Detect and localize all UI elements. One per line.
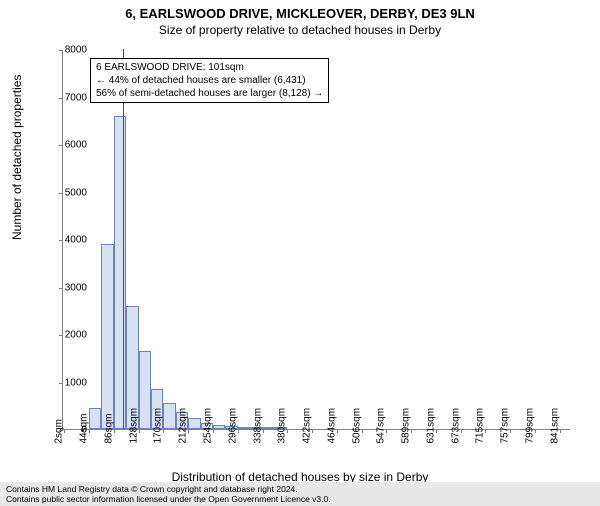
- histogram-bar: [163, 403, 175, 429]
- histogram-bar: [263, 427, 275, 429]
- annotation-box: 6 EARLSWOOD DRIVE: 101sqm ← 44% of detac…: [90, 58, 329, 103]
- footer-line1: Contains HM Land Registry data © Crown c…: [6, 484, 594, 494]
- histogram-bar: [188, 418, 200, 429]
- plot-area: [62, 50, 570, 430]
- x-tick-mark: [163, 429, 164, 433]
- histogram-bar: [89, 408, 101, 429]
- footer-line2: Contains public sector information licen…: [6, 494, 594, 504]
- histogram-bar: [114, 116, 126, 430]
- histogram-bar: [139, 351, 151, 429]
- y-tick-label: 7000: [47, 92, 87, 103]
- y-tick-label: 5000: [47, 187, 87, 198]
- y-tick-label: 4000: [47, 235, 87, 246]
- y-tick-label: 8000: [47, 45, 87, 56]
- y-tick-label: 3000: [47, 282, 87, 293]
- property-marker-line: [123, 49, 124, 429]
- y-tick-label: 6000: [47, 140, 87, 151]
- footer-attribution: Contains HM Land Registry data © Crown c…: [0, 482, 600, 506]
- y-tick-label: 2000: [47, 330, 87, 341]
- annotation-line3: 56% of semi-detached houses are larger (…: [96, 87, 323, 100]
- chart-title-address: 6, EARLSWOOD DRIVE, MICKLEOVER, DERBY, D…: [0, 6, 600, 21]
- y-tick-label: 1000: [47, 377, 87, 388]
- annotation-line1: 6 EARLSWOOD DRIVE: 101sqm: [96, 61, 323, 74]
- annotation-line2: ← 44% of detached houses are smaller (6,…: [96, 74, 323, 87]
- chart-subtitle: Size of property relative to detached ho…: [0, 23, 600, 37]
- histogram-bar: [238, 427, 250, 429]
- y-axis-label: Number of detached properties: [10, 75, 24, 240]
- chart-container: 6 EARLSWOOD DRIVE: 101sqm ← 44% of detac…: [62, 50, 570, 430]
- histogram-bar: [213, 425, 225, 429]
- histogram-bar: [101, 244, 113, 429]
- x-tick-mark: [287, 429, 288, 433]
